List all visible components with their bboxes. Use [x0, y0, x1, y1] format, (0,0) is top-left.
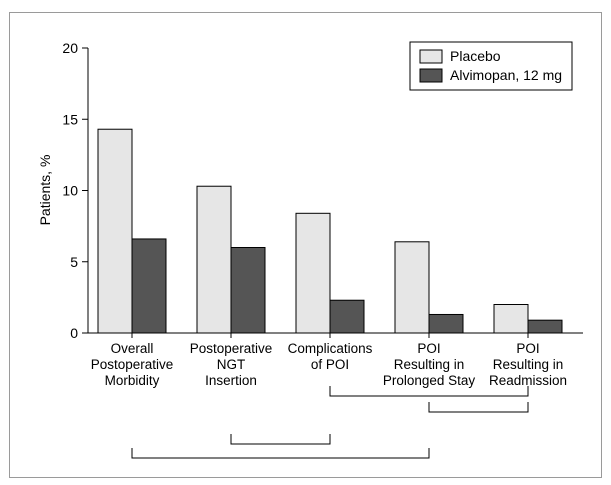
x-tick-labels: OverallPostoperativeMorbidityPostoperati…: [91, 341, 567, 388]
bar: [230, 247, 266, 334]
legend: Placebo Alvimopan, 12 mg: [409, 41, 573, 91]
y-tick-label: 10: [62, 183, 78, 199]
comparison-bracket: [329, 386, 529, 397]
x-tick-label: Complications: [288, 341, 373, 356]
y-tick-label: 5: [70, 254, 78, 270]
x-tick-label: NGT: [217, 357, 246, 372]
comparison-brackets: [131, 386, 529, 459]
bar: [196, 185, 232, 334]
bar: [394, 241, 430, 334]
legend-swatch: [419, 68, 443, 83]
x-tick-label: Insertion: [205, 373, 257, 388]
bar: [295, 212, 331, 334]
legend-label: Placebo: [450, 48, 501, 64]
comparison-bracket: [428, 402, 529, 413]
x-tick-label: Resulting in: [394, 357, 465, 372]
x-tick-label: of POI: [311, 357, 349, 372]
y-tick-label: 0: [70, 325, 78, 341]
x-tick-label: POI: [417, 341, 440, 356]
x-tick-label: Postoperative: [91, 357, 174, 372]
x-tick-label: Overall: [111, 341, 154, 356]
legend-swatch: [419, 49, 443, 64]
bar: [493, 304, 529, 334]
y-axis-label: Patients, %: [37, 155, 53, 226]
comparison-bracket: [131, 448, 430, 459]
x-tick-label: POI: [516, 341, 539, 356]
y-tick-label: 20: [62, 40, 78, 56]
x-tick-label: Morbidity: [105, 373, 160, 388]
legend-label: Alvimopan, 12 mg: [450, 67, 562, 83]
comparison-bracket: [230, 434, 331, 445]
bar: [131, 238, 167, 334]
bar: [329, 299, 365, 334]
x-tick-label: Readmission: [489, 373, 567, 388]
bar: [428, 313, 464, 334]
bar: [97, 128, 133, 334]
x-tick-label: Resulting in: [493, 357, 564, 372]
bar: [527, 319, 563, 334]
y-tick-label: 15: [62, 111, 78, 127]
bars: [97, 128, 563, 334]
x-tick-label: Prolonged Stay: [383, 373, 476, 388]
x-tick-label: Postoperative: [190, 341, 273, 356]
